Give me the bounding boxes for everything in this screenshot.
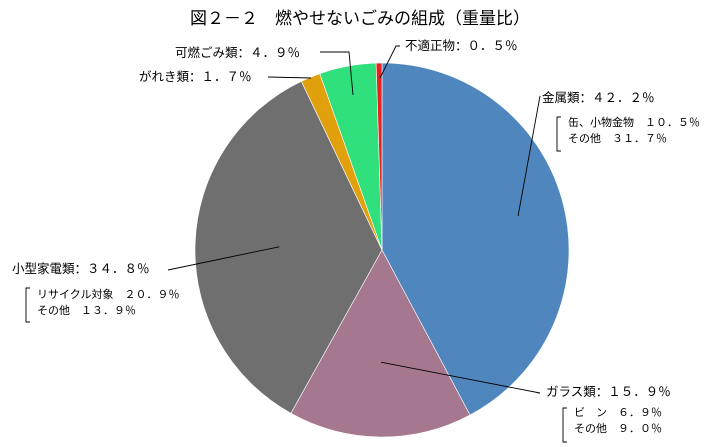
slice-rubble-leader <box>267 76 312 79</box>
slice-metal-breakdown-item: 缶、小物金物 １０．５％ <box>568 115 700 129</box>
slice-glass-bracket <box>562 407 567 443</box>
slice-unsuitable-label: 不適正物：０．５％ <box>405 38 518 53</box>
slice-unsuitable <box>375 62 383 251</box>
slice-small-appliance <box>194 80 383 414</box>
chart-title: 図２－２ 燃やせないごみの組成（重量比） <box>190 9 530 29</box>
slice-metal-bracket <box>556 116 561 152</box>
slice-small-appliance-breakdown-item: その他 １３．９％ <box>37 304 136 317</box>
pie-slices <box>194 62 570 438</box>
slice-glass-leader <box>380 361 541 394</box>
slice-small-appliance-bracket <box>25 287 30 323</box>
slice-metal-leader <box>517 95 541 217</box>
slice-glass-breakdown-item: その他 ９．０％ <box>574 422 662 435</box>
slice-labels: 金属類：４２．２％ 缶、小物金物 １０．５％ その他 ３１．７％ ガラス類：１５．９％… <box>12 38 700 435</box>
slice-combustible-leader <box>320 51 354 96</box>
slice-glass <box>290 249 471 438</box>
slice-small-appliance-label: 小型家電類：３４．８％ <box>12 261 150 276</box>
leader-lines <box>25 45 567 443</box>
slice-rubble-label: がれき類：１．７％ <box>139 69 252 84</box>
slice-combustible-label: 可燃ごみ類：４．９％ <box>175 45 300 60</box>
slice-small-appliance-breakdown-item: リサイクル対象 ２０．９％ <box>37 287 179 301</box>
slice-metal-label: 金属類：４２．２％ <box>542 90 655 105</box>
slice-metal-breakdown-item: その他 ３１．７％ <box>568 132 667 145</box>
slice-small-appliance-leader <box>167 246 280 271</box>
slice-glass-label: ガラス類：１５．９％ <box>546 384 671 399</box>
slice-glass-breakdown-item: ビ ン ６．９％ <box>574 406 662 419</box>
slice-metal <box>381 62 570 416</box>
slice-unsuitable-leader <box>379 45 400 79</box>
